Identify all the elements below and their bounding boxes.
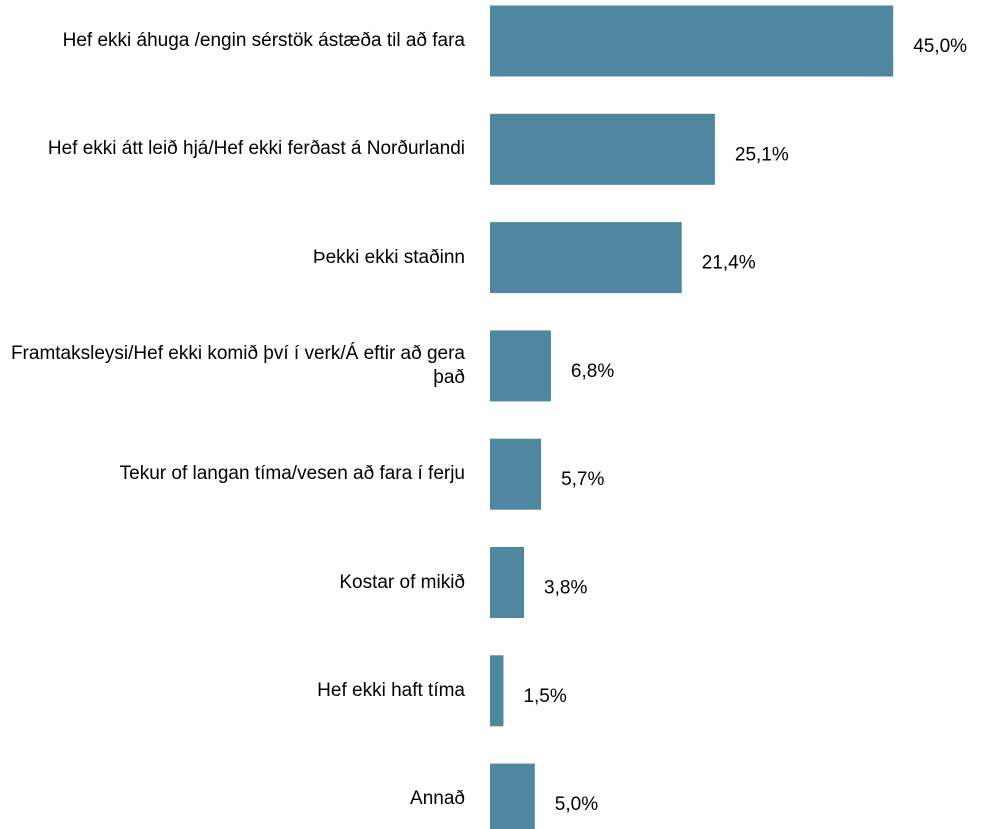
value-label: 25,1% [735, 144, 789, 165]
category-label: Hef ekki áhuga /engin sérstök ástæða til… [62, 30, 465, 51]
category-label: Hef ekki átt leið hjá/Hef ekki ferðast á… [47, 138, 465, 160]
value-label: 45,0% [913, 36, 967, 57]
bar [490, 763, 535, 829]
bar [490, 222, 682, 294]
value-label: 1,5% [523, 686, 566, 707]
category-label: Framtaksleysi/Hef ekki komið því í verk/… [10, 342, 465, 388]
bar [490, 655, 504, 727]
value-label: 3,8% [544, 578, 587, 599]
bar [490, 547, 525, 618]
bar [490, 5, 894, 77]
value-label: 6,8% [571, 361, 614, 382]
category-label: Kostar of mikið [339, 571, 465, 593]
value-label: 21,4% [702, 253, 756, 274]
category-label: Tekur of langan tíma/vesen að fara í fer… [119, 463, 465, 485]
bar [490, 438, 542, 510]
category-label: Annað [410, 788, 465, 810]
category-label: Hef ekki haft tíma [317, 679, 465, 701]
bar [490, 113, 715, 185]
bar [490, 330, 551, 402]
category-label: Þekki ekki staðinn [312, 246, 465, 268]
value-label: 5,0% [555, 794, 598, 815]
value-label: 5,7% [561, 469, 604, 490]
